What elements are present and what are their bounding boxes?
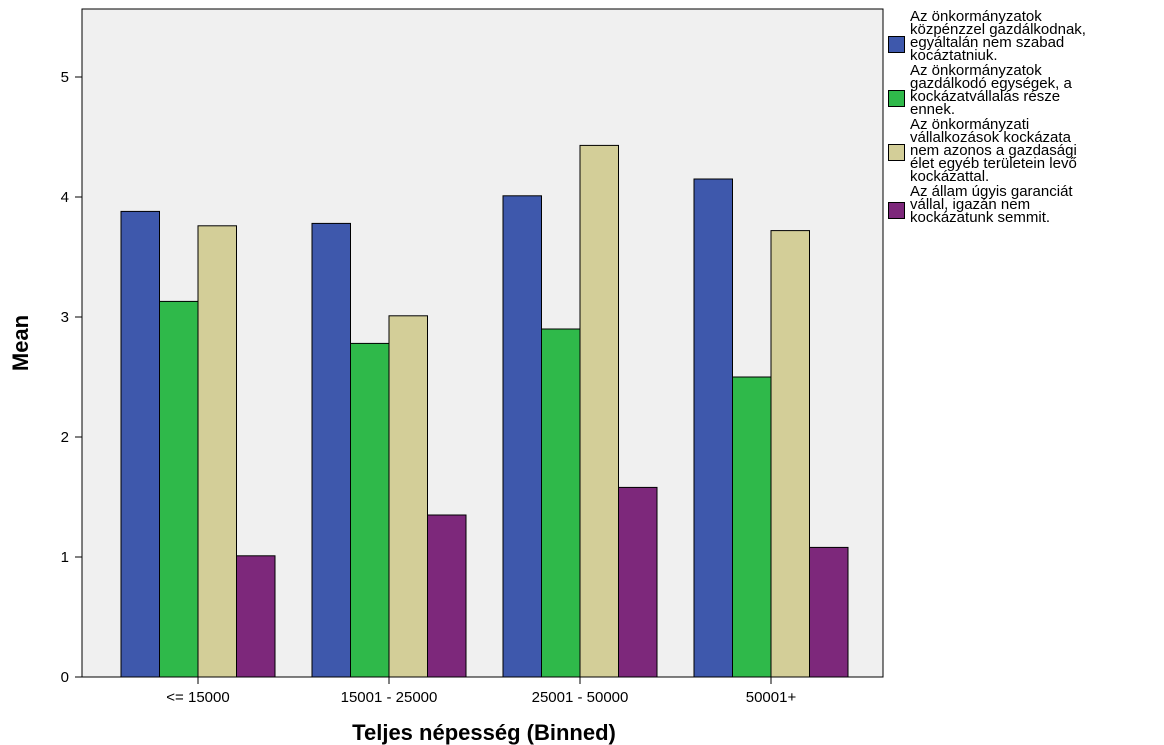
legend-label: Az önkormányzati vállalkozások kockázata… [910, 116, 1077, 185]
legend-label: Az önkormányzatok közpénzzel gazdálkodna… [910, 8, 1086, 64]
legend-item: Az önkormányzati vállalkozások kockázata… [888, 116, 1160, 185]
bar [579, 144, 619, 678]
bar [197, 225, 237, 678]
legend-label: Az önkormányzatok gazdálkodó egységek, a… [910, 62, 1072, 118]
bar [809, 546, 849, 678]
bar [159, 300, 199, 678]
legend-label: Az állam úgyis garanciát vállal, igazán … [910, 183, 1073, 226]
bar [693, 178, 733, 678]
bar [502, 195, 542, 678]
x-tick-label: 25001 - 50000 [532, 689, 629, 706]
legend-item: Az állam úgyis garanciát vállal, igazán … [888, 183, 1160, 226]
legend-item: Az önkormányzatok gazdálkodó egységek, a… [888, 62, 1160, 118]
y-axis: 0 1 2 3 4 5 [61, 69, 82, 686]
y-tick-label: 4 [61, 189, 69, 206]
legend: Az önkormányzatok közpénzzel gazdálkodna… [888, 8, 1160, 226]
bar [236, 555, 276, 678]
x-tick-label: <= 15000 [166, 689, 229, 706]
bar [120, 210, 160, 678]
bars [120, 144, 849, 678]
y-tick-label: 2 [61, 429, 69, 446]
bar [427, 514, 467, 678]
legend-swatch [888, 202, 905, 219]
bar [350, 342, 390, 678]
legend-swatch [888, 144, 905, 161]
bar [388, 315, 428, 678]
x-tick-label: 50001+ [746, 689, 797, 706]
bar [311, 222, 351, 678]
bar [732, 376, 772, 678]
y-tick-label: 3 [61, 309, 69, 326]
y-tick-label: 0 [61, 669, 69, 686]
legend-swatch [888, 36, 905, 53]
legend-swatch [888, 90, 905, 107]
bar [541, 328, 581, 678]
y-tick-label: 1 [61, 549, 69, 566]
x-tick-label: 15001 - 25000 [341, 689, 438, 706]
y-axis-title: Mean [8, 315, 33, 371]
y-tick-label: 5 [61, 69, 69, 86]
bar [770, 230, 810, 678]
x-axis-title: Teljes népesség (Binned) [352, 720, 616, 745]
x-axis: <= 15000 15001 - 25000 25001 - 50000 50001+ [166, 677, 796, 706]
bar [618, 486, 658, 678]
legend-item: Az önkormányzatok közpénzzel gazdálkodna… [888, 8, 1160, 64]
